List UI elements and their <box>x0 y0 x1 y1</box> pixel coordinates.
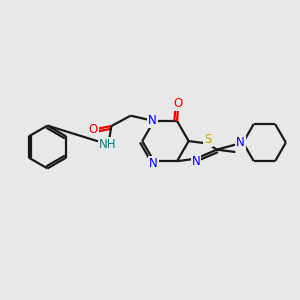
Text: N: N <box>148 114 157 127</box>
Text: N: N <box>236 136 245 149</box>
Text: N: N <box>149 157 158 170</box>
Text: S: S <box>204 134 211 146</box>
Text: O: O <box>174 97 183 110</box>
Text: N: N <box>192 155 200 168</box>
Text: O: O <box>88 122 98 136</box>
Text: NH: NH <box>99 138 116 151</box>
